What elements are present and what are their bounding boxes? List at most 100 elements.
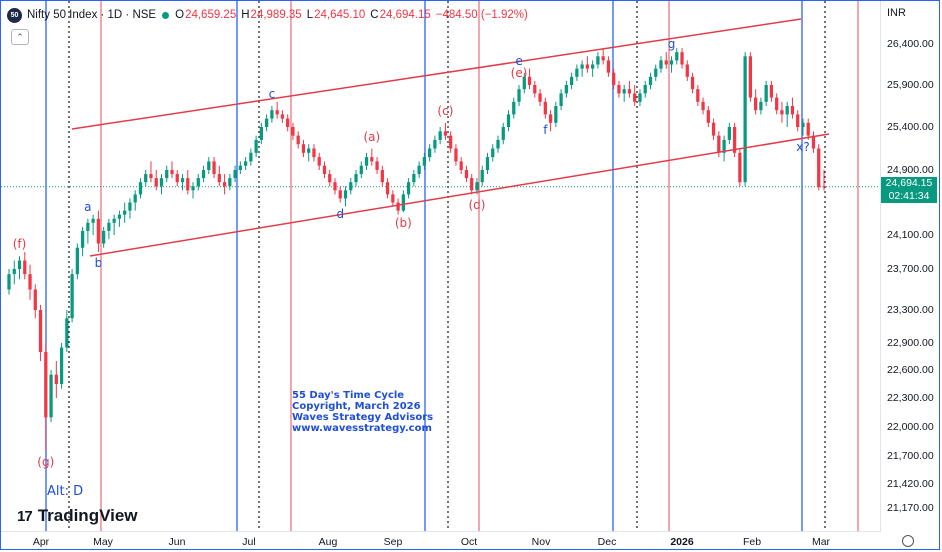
candle-body[interactable] (280, 114, 285, 119)
candle-body[interactable] (275, 110, 279, 115)
candle-body[interactable] (464, 170, 469, 179)
candle-body[interactable] (612, 72, 616, 85)
candle-body[interactable] (438, 131, 442, 140)
candle-body[interactable] (354, 174, 358, 183)
candle-body[interactable] (585, 64, 590, 69)
candle-body[interactable] (196, 178, 200, 187)
candle-body[interactable] (622, 89, 626, 94)
candle-body[interactable] (485, 157, 490, 170)
candle-body[interactable] (564, 85, 568, 94)
candle-body[interactable] (144, 174, 148, 183)
wave-label[interactable]: (d) (468, 198, 486, 213)
candle-body[interactable] (249, 152, 253, 162)
candle-body[interactable] (286, 118, 290, 127)
candle-body[interactable] (785, 106, 789, 115)
candle-body[interactable] (191, 186, 195, 191)
candle-body[interactable] (328, 174, 332, 183)
candle-body[interactable] (23, 260, 27, 275)
candle-body[interactable] (159, 178, 164, 187)
candle-body[interactable] (522, 76, 526, 90)
candle-body[interactable] (7, 274, 11, 290)
candle-body[interactable] (790, 106, 795, 115)
candle-body[interactable] (706, 110, 710, 123)
candle-body[interactable] (102, 230, 106, 244)
candle-body[interactable] (338, 190, 342, 199)
candle-body[interactable] (548, 114, 553, 123)
candle-body[interactable] (780, 110, 784, 115)
candle-body[interactable] (559, 93, 563, 106)
candle-body[interactable] (212, 161, 216, 175)
candle-body[interactable] (233, 170, 237, 179)
candle-body[interactable] (17, 260, 22, 270)
candle-body[interactable] (80, 230, 85, 248)
candle-body[interactable] (727, 127, 731, 140)
symbol-title[interactable]: Nifty 50 Index · 1D · NSE (27, 9, 157, 21)
candle-body[interactable] (44, 352, 48, 418)
candle-body[interactable] (12, 269, 16, 275)
candle-body[interactable] (54, 374, 58, 384)
candle-body[interactable] (117, 214, 122, 219)
candle-body[interactable] (301, 144, 306, 153)
wave-label[interactable]: (b) (394, 216, 412, 231)
candle-body[interactable] (49, 374, 53, 418)
candle-body[interactable] (154, 178, 158, 187)
candle-body[interactable] (359, 165, 363, 175)
candle-body[interactable] (648, 76, 653, 85)
candle-body[interactable] (170, 170, 174, 175)
candle-body[interactable] (775, 97, 779, 111)
candle-body[interactable] (806, 122, 810, 136)
candle-body[interactable] (454, 148, 458, 162)
candle-body[interactable] (270, 110, 274, 119)
candle-body[interactable] (470, 178, 474, 191)
candle-body[interactable] (701, 101, 705, 111)
candle-body[interactable] (396, 202, 400, 211)
candle-body[interactable] (675, 52, 679, 61)
candle-body[interactable] (201, 170, 206, 179)
candle-body[interactable] (254, 139, 258, 153)
wave-label[interactable]: (f) (12, 237, 27, 252)
wave-label[interactable]: g (667, 37, 676, 52)
candle-body[interactable] (91, 218, 95, 223)
candle-body[interactable] (606, 60, 611, 73)
candle-body[interactable] (575, 68, 579, 77)
candle-body[interactable] (380, 170, 384, 183)
candle-body[interactable] (433, 139, 437, 149)
candle-body[interactable] (554, 106, 558, 123)
candle-body[interactable] (759, 101, 763, 111)
candle-body[interactable] (412, 174, 416, 183)
candle-body[interactable] (217, 174, 221, 183)
candle-body[interactable] (659, 60, 663, 69)
candle-body[interactable] (186, 178, 190, 191)
candle-body[interactable] (690, 76, 695, 90)
wave-label[interactable]: d (336, 206, 345, 221)
candle-body[interactable] (149, 174, 153, 179)
candle-body[interactable] (422, 157, 427, 166)
candle-body[interactable] (696, 89, 700, 102)
wave-label[interactable]: x? (796, 139, 810, 154)
candle-body[interactable] (385, 182, 390, 195)
candle-body[interactable] (769, 85, 774, 98)
candle-body[interactable] (370, 157, 374, 162)
tradingview-watermark[interactable]: 17 TradingView (17, 506, 138, 526)
candle-body[interactable] (711, 122, 716, 136)
candle-body[interactable] (128, 202, 132, 211)
candle-body[interactable] (443, 131, 448, 136)
candle-body[interactable] (180, 178, 185, 183)
candle-body[interactable] (86, 222, 90, 231)
candle-body[interactable] (717, 135, 721, 153)
channel-upper-line[interactable] (71, 18, 802, 130)
candle-body[interactable] (596, 56, 600, 65)
wave-label[interactable]: (a) (363, 129, 381, 144)
candle-body[interactable] (527, 76, 532, 85)
candle-body[interactable] (601, 56, 605, 61)
chart-settings-icon[interactable] (902, 535, 914, 547)
channel-lower-line[interactable] (89, 133, 830, 257)
wave-label[interactable]: a (84, 199, 92, 214)
candle-body[interactable] (449, 135, 453, 149)
candle-body[interactable] (685, 64, 689, 77)
candle-body[interactable] (291, 127, 295, 136)
candle-body[interactable] (591, 64, 595, 69)
candle-body[interactable] (175, 174, 179, 183)
candle-body[interactable] (517, 89, 521, 102)
candle-body[interactable] (664, 60, 668, 65)
